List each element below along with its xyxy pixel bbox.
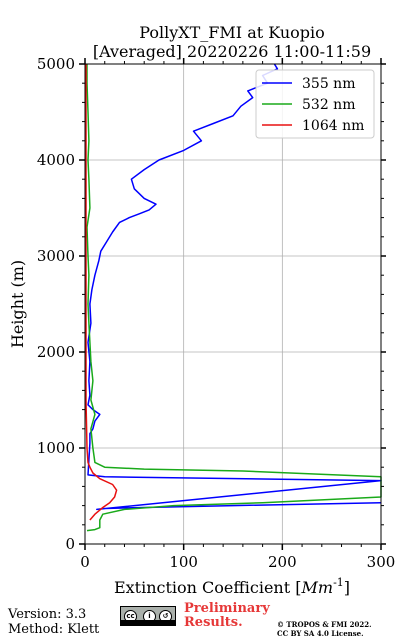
method-label: Method: Klett bbox=[8, 622, 100, 637]
y-tick-label: 3000 bbox=[37, 247, 75, 265]
badge-strip bbox=[121, 620, 175, 625]
chart-title: PollyXT_FMI at Kuopio bbox=[139, 23, 325, 42]
y-axis-label: Height (m) bbox=[8, 260, 27, 348]
version-label: Version: 3.3 bbox=[8, 607, 87, 622]
series-layer bbox=[85, 63, 382, 532]
legend: 355 nm 532 nm 1064 nm bbox=[255, 69, 375, 139]
series-line-1 bbox=[86, 64, 382, 532]
copyright-line1: © TROPOS & FMI 2022. bbox=[277, 620, 372, 629]
preliminary-line2: Results. bbox=[184, 615, 243, 630]
legend-label-0: 355 nm bbox=[302, 76, 355, 92]
y-tick-label: 2000 bbox=[37, 343, 75, 361]
x-axis-label-text: Extinction Coefficient bbox=[114, 578, 291, 597]
copyright-line2: CC BY SA 4.0 License. bbox=[277, 629, 364, 638]
x-tick-label: 300 bbox=[367, 553, 396, 571]
legend-label-1: 532 nm bbox=[302, 97, 355, 113]
legend-box bbox=[255, 69, 375, 139]
series-line-2 bbox=[85, 64, 118, 521]
x-axis-unit: Mm bbox=[301, 578, 334, 597]
cc-by-sa-badge: cc i ↺ bbox=[120, 606, 176, 626]
y-tick-label: 1000 bbox=[37, 439, 75, 457]
x-axis-unit-exp: -1 bbox=[333, 576, 344, 589]
x-axis-label: Extinction Coefficient [Mm-1] bbox=[114, 576, 350, 597]
plot-frame bbox=[85, 64, 381, 544]
x-tick-label: 0 bbox=[80, 553, 90, 571]
preliminary-line1: Preliminary bbox=[184, 601, 270, 616]
axes-frame bbox=[84, 63, 382, 545]
grid-lines bbox=[85, 64, 381, 544]
x-tick-label: 200 bbox=[268, 553, 297, 571]
chart-subtitle: [Averaged] 20220226 11:00-11:59 bbox=[93, 42, 371, 61]
copyright-note: © TROPOS & FMI 2022. CC BY SA 4.0 Licens… bbox=[277, 620, 372, 638]
x-tick-label: 100 bbox=[169, 553, 198, 571]
y-tick-label: 5000 bbox=[37, 55, 75, 73]
series-line-0 bbox=[87, 63, 382, 511]
y-tick-label: 0 bbox=[65, 535, 75, 553]
legend-label-2: 1064 nm bbox=[302, 118, 364, 134]
y-tick-label: 4000 bbox=[37, 151, 75, 169]
preliminary-note: Preliminary Results. bbox=[184, 602, 270, 630]
axes-border bbox=[84, 63, 382, 545]
